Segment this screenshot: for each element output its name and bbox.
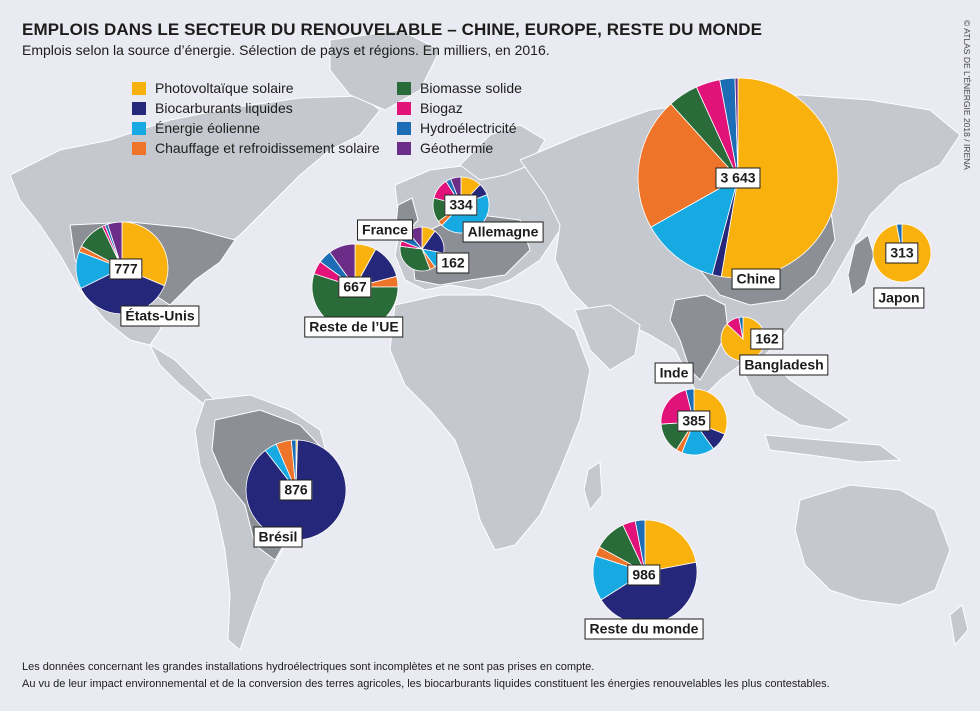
value-label-etats-unis: 777 <box>109 258 143 280</box>
arabia-shape <box>574 304 641 371</box>
pie-france <box>399 226 445 272</box>
pie-slice-energie-eolienne <box>650 177 739 276</box>
region-label-inde: Inde <box>654 362 694 384</box>
value-label-chine: 3 643 <box>715 167 761 189</box>
region-label-etats-unis: États-Unis <box>120 305 200 327</box>
legend-item: Énergie éolienne <box>132 118 380 138</box>
legend-swatch <box>397 141 411 155</box>
chart-subtitle: Emplois selon la source d’énergie. Sélec… <box>22 42 550 58</box>
legend-column-1: Photovoltaïque solaire Biocarburants liq… <box>132 78 380 158</box>
region-label-japon: Japon <box>873 287 925 309</box>
footnote-1: Les données concernant les grandes insta… <box>22 661 595 673</box>
legend-label: Biogaz <box>420 100 463 116</box>
legend-swatch <box>132 101 146 115</box>
pie-slice-geothermie <box>107 221 123 269</box>
pie-slice-hydroelectricite <box>634 519 646 573</box>
value-label-inde: 385 <box>677 410 711 432</box>
value-label-france: 162 <box>436 252 470 274</box>
legend-column-2: Biomasse solide Biogaz Hydroélectricité … <box>397 78 522 158</box>
value-label-bresil: 876 <box>279 479 313 501</box>
region-label-bresil: Brésil <box>253 526 303 548</box>
region-label-bangladesh: Bangladesh <box>739 354 829 376</box>
legend-swatch <box>397 101 411 115</box>
chart-title: EMPLOIS DANS LE SECTEUR DU RENOUVELABLE … <box>22 20 763 39</box>
new-zealand-shape <box>949 604 969 647</box>
pie-slice-biomasse-solide <box>399 245 431 272</box>
legend-swatch <box>132 141 146 155</box>
legend-item: Hydroélectricité <box>397 118 522 138</box>
region-label-allemagne: Allemagne <box>462 221 544 243</box>
legend-item: Chauffage et refroidissement solaire <box>132 138 380 158</box>
india-shape <box>669 294 729 381</box>
pie-chine <box>637 77 839 279</box>
value-label-japon: 313 <box>885 242 919 264</box>
legend-label: Énergie éolienne <box>155 120 261 136</box>
pie-slice-chauffage-et-refroidissement-solaire <box>637 103 739 228</box>
greenland-shape <box>329 29 441 111</box>
region-label-chine: Chine <box>731 268 781 290</box>
region-label-france: France <box>357 219 413 241</box>
legend-swatch <box>132 121 146 135</box>
legend-item: Biocarburants liquides <box>132 98 380 118</box>
indonesia-shape <box>764 434 902 463</box>
pie-slice-hydroelectricite <box>738 316 744 340</box>
pie-slice-photovoltaique-solaire <box>644 519 697 573</box>
australia-landmass <box>794 484 951 606</box>
value-label-bangladesh: 162 <box>750 328 784 350</box>
legend-swatch <box>397 81 411 95</box>
pie-slice-geothermie <box>734 77 739 179</box>
legend-label: Chauffage et refroidissement solaire <box>155 140 380 156</box>
legend-item: Biomasse solide <box>397 78 522 98</box>
pie-slice-geothermie <box>329 243 356 289</box>
legend-label: Biocarburants liquides <box>155 100 293 116</box>
legend-swatch <box>397 121 411 135</box>
japan-shape <box>847 234 875 296</box>
legend-item: Géothermie <box>397 138 522 158</box>
region-label-reste-ue: Reste de l’UE <box>304 316 404 338</box>
value-label-reste-monde: 986 <box>627 564 661 586</box>
value-label-reste-ue: 667 <box>338 276 372 298</box>
legend-item: Photovoltaïque solaire <box>132 78 380 98</box>
legend-swatch <box>132 81 146 95</box>
legend-label: Photovoltaïque solaire <box>155 80 294 96</box>
source-credit: © ATLAS DE L'ÉNERGIE 2018 / IRENA <box>962 20 972 170</box>
madagascar-shape <box>583 461 603 512</box>
pie-slice-hydroelectricite <box>290 439 297 491</box>
legend-label: Hydroélectricité <box>420 120 517 136</box>
legend-label: Géothermie <box>420 140 494 156</box>
region-label-reste-monde: Reste du monde <box>584 618 704 640</box>
legend-label: Biomasse solide <box>420 80 522 96</box>
footnote-2: Au vu de leur impact environnemental et … <box>22 678 830 690</box>
value-label-allemagne: 334 <box>444 194 478 216</box>
legend-item: Biogaz <box>397 98 522 118</box>
pie-reste-du-monde <box>592 519 698 625</box>
africa-landmass <box>389 294 591 551</box>
